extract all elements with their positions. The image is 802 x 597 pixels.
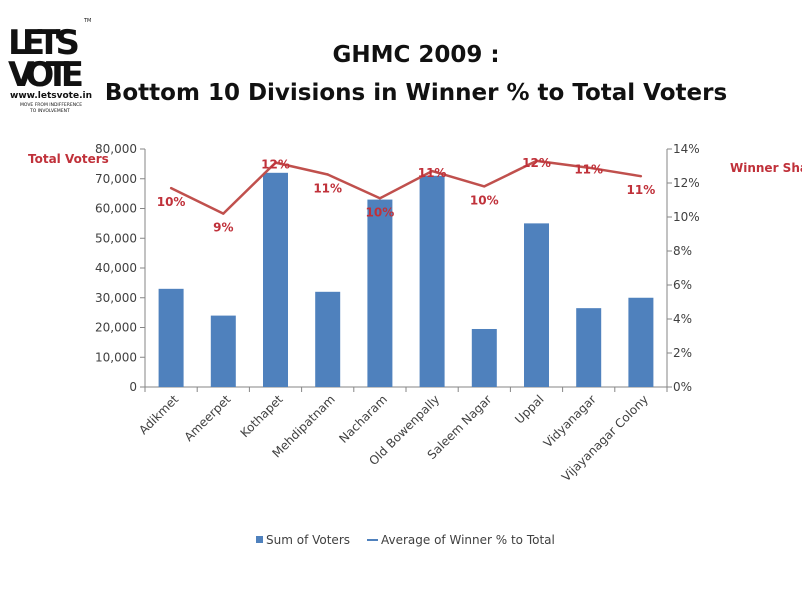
data-label-winner-percent: 11% <box>627 183 656 197</box>
y-left-tick-label: 50,000 <box>95 231 137 245</box>
x-category-label: Vidyanagar <box>541 392 599 450</box>
data-label-winner-percent: 12% <box>522 156 551 170</box>
data-label-winner-percent: 11% <box>313 182 342 196</box>
x-category-label: Adikmet <box>136 392 181 437</box>
logo-url: www.letsvote.in <box>10 91 92 101</box>
data-label-winner-percent: 9% <box>213 221 233 235</box>
y-right-tick-label: 6% <box>673 278 692 292</box>
line-point <box>639 175 643 178</box>
line-point <box>430 169 434 173</box>
logo-tagline2: TO INVOLVEMENT <box>29 108 70 114</box>
x-category-label: Uppal <box>512 392 546 426</box>
bar-voters <box>263 172 288 387</box>
y-left-tick-label: 70,000 <box>95 172 137 186</box>
bar-voters <box>419 175 445 387</box>
line-point <box>378 197 382 200</box>
data-label-winner-percent: 11% <box>418 166 447 180</box>
y-right-tick-label: 8% <box>673 244 692 258</box>
y-left-tick-label: 20,000 <box>95 321 137 335</box>
line-point <box>169 186 173 190</box>
legend-label-winner: Average of Winner % to Total <box>381 533 555 547</box>
chart-title-block: GHMC 2009 : Bottom 10 Divisions in Winne… <box>90 36 742 112</box>
y-left-tick-label: 80,000 <box>95 142 137 156</box>
line-point <box>587 166 590 169</box>
data-label-winner-percent: 10% <box>366 205 395 219</box>
y-axis-left-title: Total Voters <box>28 152 109 166</box>
y-left-tick-label: 30,000 <box>95 291 137 305</box>
line-point <box>222 212 225 215</box>
logo-line1: LET'S <box>8 23 80 63</box>
legend-label-voters: Sum of Voters <box>266 533 350 547</box>
y-left-tick-label: 0 <box>129 380 137 394</box>
y-axis-right-title: Winner Sha <box>730 161 802 175</box>
x-category-label: Nacharam <box>336 392 390 446</box>
y-right-tick-label: 0% <box>673 380 692 394</box>
letsvote-logo: LET'S TM VOTE www.letsvote.in MOVE FROM … <box>6 14 98 124</box>
y-left-tick-label: 40,000 <box>95 261 137 275</box>
y-right-tick-label: 12% <box>673 176 700 190</box>
bar-voters <box>210 315 236 387</box>
logo-tm: TM <box>83 18 91 24</box>
data-label-winner-percent: 10% <box>157 195 186 209</box>
bar-voters <box>315 291 341 387</box>
bar-voters <box>524 223 549 387</box>
y-right-tick-label: 14% <box>673 142 700 156</box>
y-left-tick-label: 10,000 <box>95 350 137 364</box>
y-left-tick-label: 60,000 <box>95 202 137 216</box>
data-label-winner-percent: 10% <box>470 193 499 207</box>
logo-line2: VOTE <box>8 55 84 95</box>
line-point <box>483 185 486 188</box>
line-point <box>274 161 277 164</box>
x-category-label: Ameerpet <box>182 392 234 444</box>
x-category-label: Vijayanagar Colony <box>559 392 651 484</box>
line-point <box>326 173 329 176</box>
chart-title: GHMC 2009 : <box>332 42 500 68</box>
data-label-winner-percent: 11% <box>574 163 603 177</box>
bar-voters <box>576 308 602 387</box>
line-winner-percent <box>170 159 642 215</box>
y-right-tick-label: 10% <box>673 210 700 224</box>
bar-voters <box>628 297 654 387</box>
legend-swatch-voters <box>256 536 263 543</box>
data-label-winner-percent: 12% <box>261 158 290 172</box>
chart-subtitle: Bottom 10 Divisions in Winner % to Total… <box>104 80 728 106</box>
x-category-label: Kothapet <box>238 392 286 440</box>
y-right-tick-label: 2% <box>673 346 692 360</box>
line-point <box>535 159 538 163</box>
bar-voters <box>471 328 497 387</box>
bar-voters <box>158 288 184 387</box>
logo-tagline1: MOVE FROM INDIFFERENCE <box>20 102 82 108</box>
y-right-tick-label: 4% <box>673 312 692 326</box>
bar-voters <box>367 199 393 387</box>
